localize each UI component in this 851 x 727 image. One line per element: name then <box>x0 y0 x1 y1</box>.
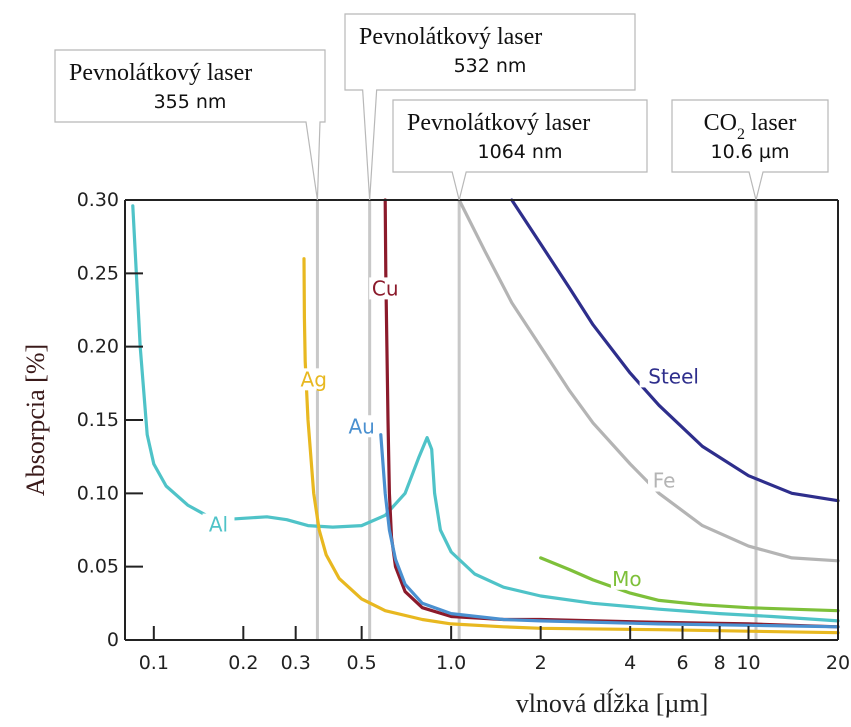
laser-callout-1: Pevnolátkový laser 532 nm <box>344 13 636 201</box>
callout-wavelength: 10.6 µm <box>711 141 790 163</box>
series-label-cu: Cu <box>372 276 399 300</box>
series-labels: Al Ag Au Cu Steel Fe Mo <box>202 276 708 591</box>
x-tick-label: 20 <box>826 652 850 674</box>
y-tick-label: 0.20 <box>77 336 119 358</box>
series-label-au: Au <box>348 414 374 438</box>
y-tick-label: 0 <box>107 629 119 651</box>
x-tick-label: 0.1 <box>139 652 169 674</box>
series-line-au <box>379 433 840 629</box>
series-label-mo: Mo <box>612 567 642 591</box>
x-tick-label: 0.2 <box>228 652 258 674</box>
series-line-ag <box>302 257 840 635</box>
callout-wavelength: 1064 nm <box>478 141 563 163</box>
callout-box <box>344 13 636 201</box>
x-tick-label: 6 <box>676 652 688 674</box>
x-tick-label: 10 <box>736 652 760 674</box>
series-label-steel: Steel <box>648 364 699 388</box>
series-label-bg <box>369 277 402 300</box>
y-axis-label: Absorpcia [%] <box>21 344 50 496</box>
y-tick-label: 0.10 <box>77 482 119 504</box>
series-label-bg <box>610 567 643 590</box>
series-line-steel <box>510 198 840 503</box>
laser-lines <box>315 200 758 640</box>
callout-wavelength: 532 nm <box>454 55 527 77</box>
series-label-bg <box>345 415 378 438</box>
x-tick-label: 0.5 <box>347 652 377 674</box>
series-label-fe: Fe <box>653 469 676 493</box>
series-line-fe <box>457 198 840 563</box>
series-label-bg <box>648 469 681 492</box>
series-lines <box>131 198 840 635</box>
laser-callout-2: Pevnolátkový laser 1064 nm <box>392 99 648 201</box>
laser-callout-0: Pevnolátkový laser 355 nm <box>54 49 326 201</box>
callout-title: Pevnolátkový laser <box>359 24 542 50</box>
series-label-bg <box>297 368 330 391</box>
series-line-cu <box>383 198 840 629</box>
callout-box <box>671 99 829 201</box>
callout-wavelength: 355 nm <box>154 91 227 113</box>
y-tick-label: 0.25 <box>77 262 119 284</box>
x-tick-label: 2 <box>535 652 547 674</box>
y-tick-label: 0.15 <box>77 409 119 431</box>
x-tick-label: 4 <box>624 652 636 674</box>
callout-title: Pevnolátkový laser <box>69 60 252 86</box>
series-label-al: Al <box>209 513 228 537</box>
series-line-mo <box>539 556 840 613</box>
callout-title: Pevnolátkový laser <box>407 110 590 136</box>
callout-box <box>54 49 326 201</box>
axes: 0 0.05 0.10 0.15 0.20 0.25 0.30 0.1 0.2 0.3 0.5 1.0… <box>77 189 850 674</box>
series-line-al <box>131 204 840 623</box>
series-label-bg <box>202 513 235 536</box>
x-axis-label: vlnová dĺžka [µm] <box>516 689 709 718</box>
x-tick-label: 1.0 <box>436 652 466 674</box>
callout-title: CO2 laser <box>704 110 797 143</box>
x-tick-label: 8 <box>714 652 726 674</box>
y-tick-label: 0.05 <box>77 556 119 578</box>
callout-box <box>392 99 648 201</box>
x-tick-label: 0.3 <box>281 652 311 674</box>
series-label-bg <box>639 365 708 388</box>
y-tick-label: 0.30 <box>77 189 119 211</box>
series-label-ag: Ag <box>301 367 327 391</box>
